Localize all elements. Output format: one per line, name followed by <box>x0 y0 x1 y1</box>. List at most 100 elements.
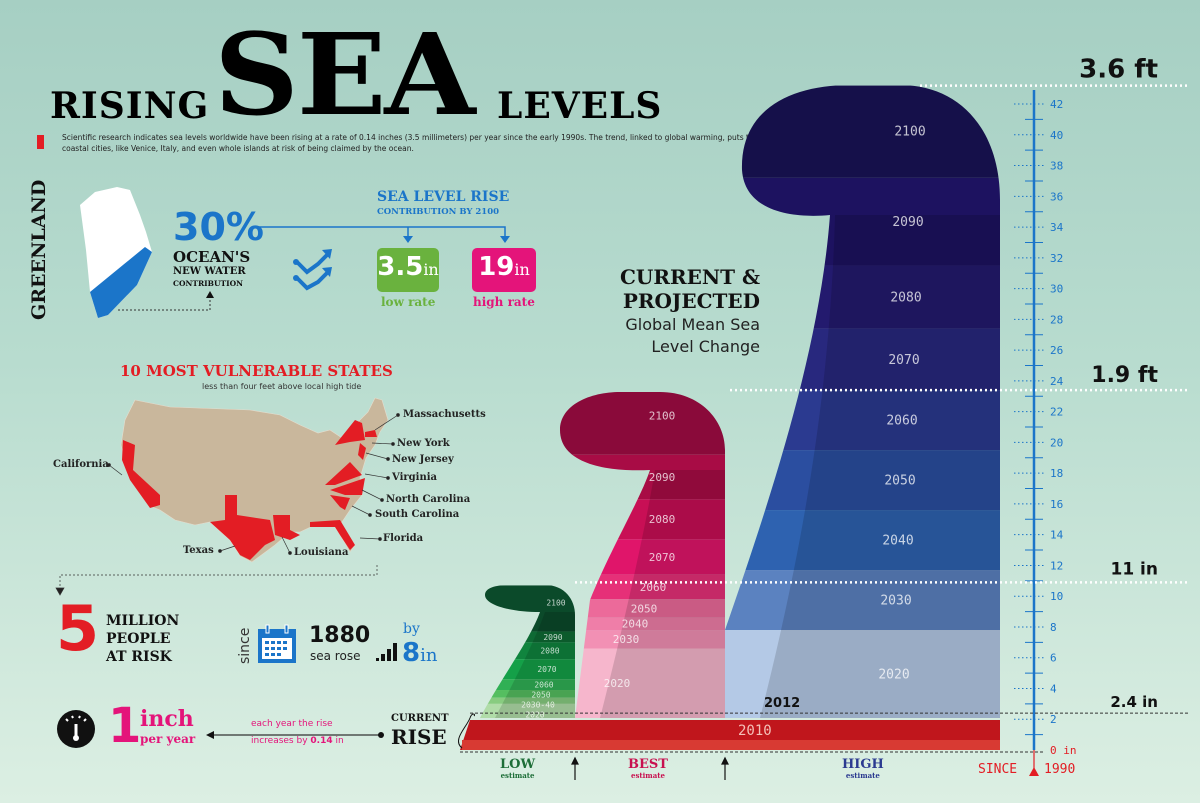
label-california: California <box>53 459 109 470</box>
y-tick-label: 20 <box>1050 436 1063 449</box>
y-tick-label: 14 <box>1050 529 1064 542</box>
y-tick-label: 8 <box>1050 621 1057 634</box>
state-north-carolina <box>330 478 365 495</box>
band-year-label: 2100 <box>894 125 925 140</box>
reference-label: 3.6 ft <box>1079 55 1158 85</box>
rate-note1: each year the rise <box>251 719 333 729</box>
state-leader-lines <box>55 413 400 596</box>
band-year-label: 2070 <box>649 551 676 564</box>
current-year-marker: 2012 <box>764 696 801 711</box>
greenland-line3: CONTRIBUTION <box>173 279 244 288</box>
rate-per: per year <box>140 732 196 746</box>
base-bar-label: 2010 <box>738 723 772 739</box>
intro-marker <box>37 135 44 149</box>
state-texas <box>210 495 275 560</box>
label-massachusetts: Massachusetts <box>403 409 486 420</box>
state-virginia <box>325 462 362 485</box>
by-label: by <box>403 621 420 637</box>
band-year-label: 2020 <box>604 677 631 690</box>
people-line2: PEOPLE <box>106 631 171 647</box>
high-rate-box: 19in <box>472 248 536 292</box>
y-tick-label: 36 <box>1050 190 1063 203</box>
band-year-label: 2090 <box>892 215 923 230</box>
since-amount-value: 8 <box>402 638 421 668</box>
greenland-map <box>80 187 510 318</box>
arrow-down-icon <box>500 236 510 243</box>
low-rate-box: 3.5in <box>377 248 439 292</box>
band-year-label: 2030 <box>880 594 911 609</box>
legend-high: HIGH estimate <box>842 757 884 781</box>
band-best-2020 <box>560 648 725 718</box>
state-new-york <box>335 420 365 445</box>
band-year-label: 2020 <box>878 668 909 683</box>
legend-sub: estimate <box>845 771 880 781</box>
band-year-label: 2070 <box>537 665 556 674</box>
label-florida: Florida <box>383 533 424 544</box>
state-florida <box>310 520 355 550</box>
band-year-label: 2080 <box>540 647 559 656</box>
y-tick-label: 30 <box>1050 283 1063 296</box>
greenland-percent: 30% <box>173 205 264 249</box>
band-year-label: 2080 <box>890 291 921 306</box>
band-year-label: 2050 <box>531 690 550 699</box>
y-tick-label: 26 <box>1050 344 1063 357</box>
y-tick-label: 24 <box>1050 375 1064 388</box>
intro-text: Scientific research indicates sea levels… <box>62 133 795 153</box>
reference-label: 11 in <box>1110 559 1158 579</box>
band-year-label: 2060 <box>640 581 667 594</box>
band-year-label: 2080 <box>649 513 676 526</box>
chart-subtitle1: Global Mean Sea <box>625 315 760 334</box>
legend-sub: estimate <box>500 771 535 781</box>
states-subtitle: less than four feet above local high tid… <box>202 382 362 391</box>
band-year-label: 2030 <box>613 633 640 646</box>
band-year-label: 2030-40 <box>521 700 555 709</box>
band-year-label: 2090 <box>649 471 676 484</box>
contrib-subtitle: CONTRIBUTION BY 2100 <box>377 207 500 217</box>
since-amount: 8in <box>402 640 437 666</box>
band-year-label: 2060 <box>886 414 917 429</box>
band-year-label: 2020 <box>525 710 544 719</box>
trend-arrows-icon <box>293 249 332 291</box>
y-tick-label: 18 <box>1050 467 1063 480</box>
rise-label: RISE <box>391 725 447 749</box>
high-rate-value: 19 <box>478 252 515 282</box>
since-year-label: 1990 <box>1044 762 1076 777</box>
low-rate-value: 3.5 <box>377 252 424 282</box>
rate-note2: increases by 0.14 in <box>251 736 344 746</box>
y-tick-label: 10 <box>1050 590 1063 603</box>
label-south-carolina: South Carolina <box>375 509 460 520</box>
arrow-up-icon <box>206 291 214 298</box>
state-california <box>122 440 160 508</box>
legend-name: LOW <box>500 757 536 772</box>
speedometer-icon <box>57 710 95 748</box>
label-new-york: New York <box>397 438 450 449</box>
y-tick-label: 0 in <box>1050 744 1077 757</box>
base-bar-2010 <box>457 713 1000 750</box>
label-virginia: Virginia <box>392 472 437 483</box>
band-year-label: 2060 <box>534 680 553 689</box>
y-tick-label: 42 <box>1050 98 1063 111</box>
band-low-2050 <box>480 690 575 698</box>
title-levels: LEVELS <box>497 85 663 127</box>
band-high-2040 <box>725 510 1000 571</box>
band-high-2100 <box>725 85 1000 178</box>
people-line3: AT RISK <box>106 649 172 665</box>
y-tick-label: 38 <box>1050 160 1063 173</box>
sea-rose-label: sea rose <box>310 649 361 663</box>
chart-subtitle2: Level Change <box>651 337 760 356</box>
label-north-carolina: North Carolina <box>386 494 471 505</box>
rate-arrow <box>206 731 384 739</box>
calendar-icon <box>258 624 296 663</box>
state-south-carolina <box>330 495 350 510</box>
y-tick-label: 28 <box>1050 313 1063 326</box>
us-map <box>55 397 400 596</box>
rate-unit: inch <box>140 706 194 732</box>
y-tick-label: 4 <box>1050 682 1057 695</box>
state-louisiana <box>273 515 300 540</box>
legend-best: BEST estimate <box>628 757 668 781</box>
current-label: CURRENT <box>391 713 449 724</box>
band-high-2030 <box>725 570 1000 631</box>
band-best-2050 <box>560 599 725 618</box>
reference-label: 2.4 in <box>1110 693 1158 711</box>
band-low-2060 <box>480 679 575 691</box>
